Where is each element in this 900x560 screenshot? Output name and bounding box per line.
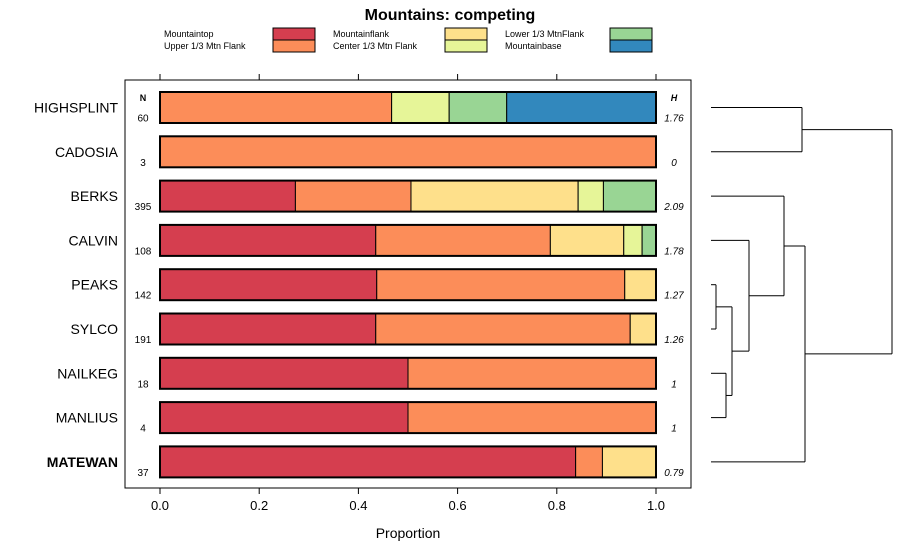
- x-tick-label: 0.8: [548, 498, 566, 513]
- x-tick-label: 0.2: [250, 498, 268, 513]
- n-value: 18: [137, 379, 149, 390]
- category-label: CADOSIA: [55, 144, 119, 160]
- legend-label: Lower 1/3 MtnFlank: [505, 29, 585, 39]
- x-tick-label: 0.6: [449, 498, 467, 513]
- bar-segment: [159, 91, 393, 124]
- h-value: 2.09: [663, 202, 684, 213]
- n-value: 108: [135, 246, 152, 257]
- bar-segment: [159, 357, 409, 390]
- bar-segment: [602, 180, 657, 213]
- bar-segment: [159, 445, 577, 478]
- legend: Mountaintop Upper 1/3 Mtn Flank Mountainfl…: [164, 27, 653, 53]
- bar-segment: [407, 401, 657, 434]
- bar-outline: [159, 179, 657, 213]
- bar-segment: [623, 224, 643, 257]
- h-value: 1.78: [664, 246, 684, 257]
- legend-label: Mountaintop: [164, 29, 214, 39]
- bar-outline: [159, 445, 657, 479]
- bar-outline: [159, 401, 657, 435]
- bar-outline: [159, 223, 657, 257]
- legend-swatch: [272, 27, 316, 41]
- category-label: PEAKS: [71, 277, 118, 293]
- bar-segment: [410, 180, 579, 213]
- bar-segment: [624, 268, 657, 301]
- h-value: 0.79: [664, 468, 684, 479]
- bar-segment: [375, 224, 551, 257]
- legend-label: Mountainflank: [333, 29, 390, 39]
- n-value: 191: [135, 335, 152, 346]
- bar-segment: [376, 268, 626, 301]
- h-value: 0: [671, 158, 677, 169]
- legend-swatch: [609, 39, 653, 53]
- plot-frame: [124, 79, 692, 489]
- plot-area: 0.0 0.2 0.4 0.6 0.8 1.0 HIGHSPLINT 60 1.76 CADOSI…: [34, 74, 692, 513]
- legend-label: Upper 1/3 Mtn Flank: [164, 41, 246, 51]
- bar-outline: [159, 356, 657, 390]
- category-label: SYLCO: [71, 321, 119, 337]
- bar-segment: [601, 445, 657, 478]
- bar-segment: [641, 224, 657, 257]
- bar-segment: [577, 180, 604, 213]
- category-label: HIGHSPLINT: [34, 100, 118, 116]
- bar-segment: [159, 180, 296, 213]
- n-value: 4: [140, 424, 146, 435]
- legend-swatch: [444, 39, 488, 53]
- n-value: 142: [135, 291, 152, 302]
- legend-label: Mountainbase: [505, 41, 562, 51]
- n-value: 60: [137, 114, 149, 125]
- bar-outline: [159, 135, 657, 169]
- category-label: CALVIN: [68, 232, 118, 248]
- category-label: NAILKEG: [57, 365, 118, 381]
- legend-label: Center 1/3 Mtn Flank: [333, 41, 418, 51]
- legend-swatch: [272, 39, 316, 53]
- bar-segment: [159, 401, 409, 434]
- bar-segment: [159, 135, 657, 168]
- category-label: BERKS: [71, 188, 118, 204]
- x-tick-label: 0.0: [151, 498, 169, 513]
- h-header: H: [671, 93, 678, 103]
- bar-segment: [159, 313, 377, 345]
- bar-outline: [159, 91, 657, 124]
- bar-segment: [391, 91, 450, 124]
- n-value: 395: [135, 202, 152, 213]
- n-value: 3: [140, 158, 146, 169]
- bar-segment: [159, 268, 378, 301]
- bar-segment: [407, 357, 657, 390]
- bar-segment: [549, 224, 625, 257]
- n-value: 37: [137, 468, 149, 479]
- h-value: 1: [671, 424, 677, 435]
- h-value: 1: [671, 379, 677, 390]
- bar-segment: [294, 180, 412, 213]
- category-label: MATEWAN: [47, 454, 118, 470]
- x-tick-label: 0.4: [349, 498, 367, 513]
- legend-swatch: [609, 27, 653, 41]
- h-value: 1.27: [664, 291, 684, 302]
- h-value: 1.26: [664, 335, 684, 346]
- bar-outline: [159, 312, 657, 346]
- h-value: 1.76: [664, 114, 684, 125]
- bar-segment: [506, 91, 657, 124]
- bar-segment: [629, 313, 657, 345]
- category-label: MANLIUS: [56, 410, 118, 426]
- dendrogram: [711, 107, 893, 463]
- bar-segment: [375, 313, 631, 345]
- bar-outline: [159, 268, 657, 302]
- x-axis-label: Proportion: [376, 525, 441, 541]
- chart-title: Mountains: competing: [365, 7, 536, 24]
- bar-segment: [159, 224, 377, 257]
- bar-segment: [575, 445, 603, 478]
- x-tick-label: 1.0: [647, 498, 665, 513]
- bar-segment: [448, 91, 508, 124]
- n-header: N: [140, 93, 147, 103]
- legend-swatch: [444, 27, 488, 41]
